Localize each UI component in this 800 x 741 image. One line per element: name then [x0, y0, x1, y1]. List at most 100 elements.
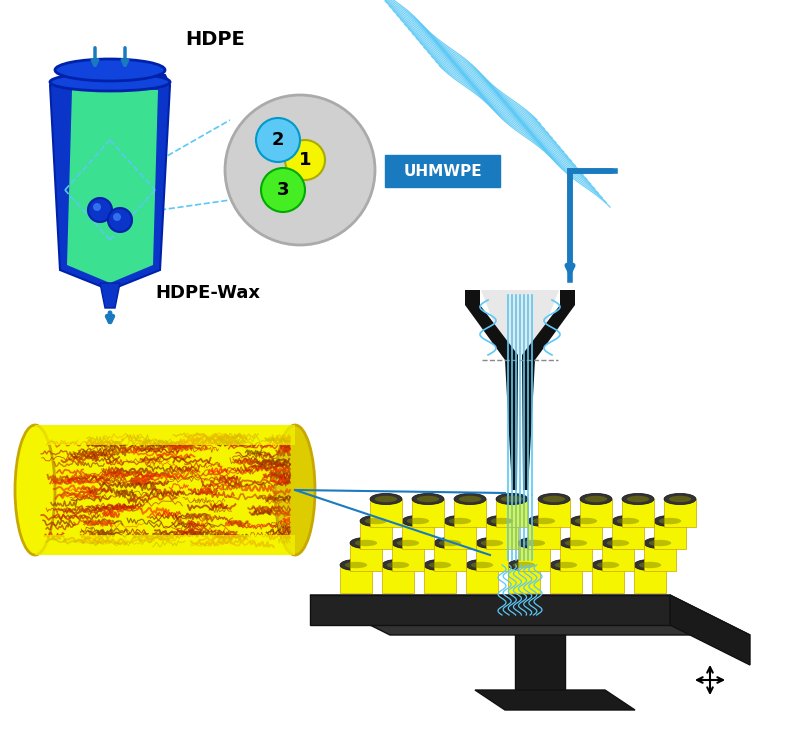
Ellipse shape [634, 559, 666, 571]
Ellipse shape [392, 537, 424, 548]
Polygon shape [515, 625, 565, 690]
Polygon shape [412, 499, 444, 527]
Polygon shape [538, 499, 570, 527]
Polygon shape [570, 521, 602, 549]
Polygon shape [392, 543, 424, 571]
Ellipse shape [438, 539, 461, 546]
Ellipse shape [486, 516, 518, 527]
Ellipse shape [365, 518, 387, 524]
Polygon shape [454, 499, 486, 527]
Polygon shape [654, 521, 686, 549]
Polygon shape [310, 595, 750, 635]
Polygon shape [35, 535, 295, 555]
Polygon shape [35, 425, 295, 555]
Ellipse shape [501, 496, 523, 502]
Ellipse shape [454, 494, 486, 505]
Ellipse shape [612, 516, 644, 527]
Polygon shape [664, 499, 696, 527]
Ellipse shape [476, 537, 508, 548]
Ellipse shape [382, 559, 414, 571]
Polygon shape [444, 521, 476, 549]
Ellipse shape [555, 562, 578, 568]
Polygon shape [402, 521, 434, 549]
Circle shape [93, 203, 101, 211]
Text: 2: 2 [272, 131, 284, 149]
Ellipse shape [574, 518, 597, 524]
Ellipse shape [565, 539, 587, 546]
Text: 1: 1 [298, 151, 311, 169]
Circle shape [225, 95, 375, 245]
Ellipse shape [538, 494, 570, 505]
Ellipse shape [580, 494, 612, 505]
Ellipse shape [449, 518, 471, 524]
Polygon shape [50, 75, 170, 290]
Polygon shape [340, 565, 372, 593]
Ellipse shape [528, 516, 560, 527]
Ellipse shape [412, 494, 444, 505]
Ellipse shape [15, 425, 55, 555]
Polygon shape [486, 521, 518, 549]
Ellipse shape [627, 496, 650, 502]
Circle shape [88, 198, 112, 222]
Ellipse shape [518, 537, 550, 548]
Ellipse shape [508, 559, 540, 571]
Polygon shape [528, 521, 560, 549]
Ellipse shape [434, 537, 466, 548]
Polygon shape [466, 565, 498, 593]
Ellipse shape [664, 494, 696, 505]
Ellipse shape [592, 559, 624, 571]
Text: HDPE-Wax: HDPE-Wax [155, 284, 260, 302]
Polygon shape [508, 565, 540, 593]
Ellipse shape [644, 537, 676, 548]
Ellipse shape [542, 496, 565, 502]
Ellipse shape [424, 559, 456, 571]
Ellipse shape [459, 496, 482, 502]
Circle shape [108, 208, 132, 232]
Ellipse shape [523, 539, 546, 546]
Polygon shape [518, 543, 550, 571]
Ellipse shape [374, 496, 397, 502]
Ellipse shape [50, 73, 170, 91]
FancyBboxPatch shape [385, 155, 500, 187]
Ellipse shape [370, 494, 402, 505]
Ellipse shape [491, 518, 514, 524]
Circle shape [256, 118, 300, 162]
Polygon shape [476, 543, 508, 571]
Polygon shape [592, 565, 624, 593]
Polygon shape [370, 499, 402, 527]
Ellipse shape [513, 562, 535, 568]
Polygon shape [465, 290, 518, 490]
Ellipse shape [466, 559, 498, 571]
Ellipse shape [496, 494, 528, 505]
Ellipse shape [669, 496, 691, 502]
Ellipse shape [649, 539, 671, 546]
Circle shape [113, 213, 121, 221]
Polygon shape [522, 290, 575, 490]
Polygon shape [550, 565, 582, 593]
Ellipse shape [397, 539, 419, 546]
Ellipse shape [55, 59, 165, 81]
Ellipse shape [622, 494, 654, 505]
Polygon shape [424, 565, 456, 593]
Ellipse shape [606, 539, 630, 546]
Ellipse shape [597, 562, 619, 568]
Ellipse shape [470, 562, 493, 568]
Polygon shape [602, 543, 634, 571]
Ellipse shape [570, 516, 602, 527]
Ellipse shape [387, 562, 409, 568]
Text: HDPE: HDPE [185, 30, 245, 49]
Ellipse shape [355, 539, 378, 546]
Polygon shape [634, 565, 666, 593]
Ellipse shape [602, 537, 634, 548]
Polygon shape [481, 290, 559, 357]
Circle shape [285, 140, 325, 180]
Ellipse shape [560, 537, 592, 548]
Circle shape [261, 168, 305, 212]
Ellipse shape [585, 496, 607, 502]
Polygon shape [310, 595, 670, 625]
Polygon shape [382, 565, 414, 593]
Ellipse shape [533, 518, 555, 524]
Ellipse shape [407, 518, 430, 524]
Ellipse shape [350, 537, 382, 548]
Ellipse shape [360, 516, 392, 527]
